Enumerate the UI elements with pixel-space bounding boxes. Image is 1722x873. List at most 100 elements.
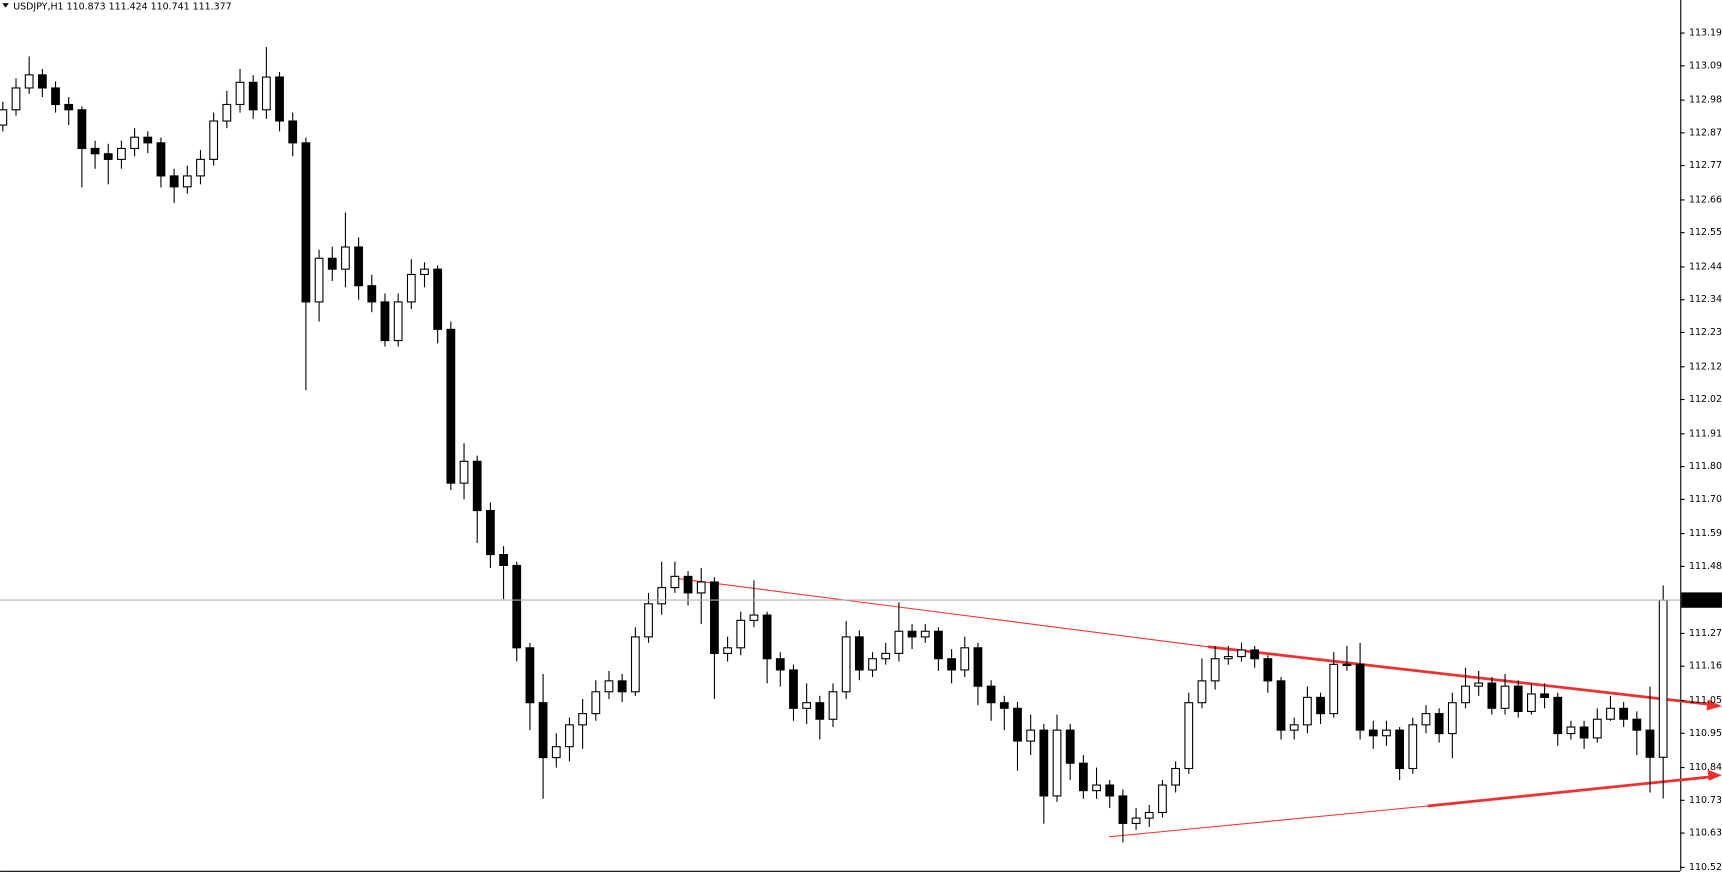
y-tick-label: 111.165	[1689, 661, 1722, 672]
arrow-head	[1706, 699, 1722, 711]
candle-body	[1105, 784, 1115, 797]
candle-body	[1158, 784, 1167, 814]
candle-body	[433, 268, 443, 330]
candle-body	[499, 553, 508, 567]
candle-body	[960, 647, 970, 671]
candle-body	[1289, 724, 1299, 731]
candle-body	[828, 691, 838, 720]
candle-body	[841, 636, 851, 693]
y-tick-label: 113.090	[1689, 60, 1722, 71]
candle-body	[1553, 696, 1563, 735]
candle-body	[920, 630, 930, 638]
candle-body	[538, 702, 548, 759]
candle-body	[934, 630, 943, 660]
candle-body	[1026, 729, 1036, 742]
candle-body	[1382, 729, 1391, 737]
candle-body	[1395, 729, 1405, 770]
candle-body	[1500, 685, 1510, 709]
candle-body	[789, 669, 798, 709]
candle-body	[1171, 767, 1181, 786]
candle-body	[420, 268, 429, 276]
candle-body	[881, 652, 891, 660]
candle-body	[657, 587, 667, 605]
candle-body	[1632, 718, 1642, 731]
candle-body	[90, 147, 100, 155]
candle-body	[314, 257, 324, 303]
candle-body	[275, 76, 284, 122]
candle-body	[1566, 726, 1576, 735]
candle-body	[1421, 713, 1431, 726]
y-tick-label: 110.520	[1689, 862, 1722, 873]
y-tick-label: 110.840	[1689, 762, 1722, 773]
candle-body	[1579, 726, 1589, 739]
candle-body	[644, 603, 653, 638]
candle-body	[1210, 658, 1220, 682]
candle-body	[301, 142, 311, 303]
y-tick-label: 111.485	[1689, 561, 1722, 572]
candle-body	[683, 575, 693, 594]
candle-body	[485, 510, 495, 556]
y-tick-label: 112.340	[1689, 294, 1722, 305]
y-tick-label: 111.805	[1689, 461, 1722, 472]
candle-body	[894, 630, 904, 654]
candle-body	[617, 680, 627, 693]
trend-line	[1427, 775, 1716, 808]
candle-body	[459, 460, 469, 484]
symbol: USDJPY,H1	[13, 1, 63, 12]
y-tick-label: 110.735	[1689, 795, 1722, 806]
candle-body	[103, 153, 113, 160]
candle-body	[182, 175, 192, 188]
menu-triangle[interactable]	[2, 3, 9, 8]
candle-body	[868, 658, 877, 671]
candle-body	[1250, 649, 1260, 660]
y-tick-label: 112.770	[1689, 160, 1722, 171]
candle-body	[130, 136, 139, 150]
y-tick-label: 112.875	[1689, 127, 1722, 138]
candle-body	[1658, 599, 1668, 758]
y-tick-label: 112.980	[1689, 95, 1722, 106]
arrow-head	[1707, 769, 1722, 781]
candle-body	[947, 658, 956, 671]
candle-body	[341, 246, 350, 270]
candle-body	[51, 87, 60, 106]
candle-body	[248, 81, 258, 111]
candle-body	[762, 614, 772, 660]
candle-body	[1263, 658, 1273, 682]
trend-lines	[678, 578, 1722, 838]
candle-body	[999, 702, 1009, 709]
y-tick-label: 112.020	[1689, 394, 1722, 405]
candle-body	[1052, 729, 1062, 797]
candle-body	[77, 109, 87, 150]
candle-body	[393, 301, 403, 342]
candle-body	[169, 175, 179, 188]
trend-line	[1109, 805, 1428, 838]
candle-body	[986, 685, 996, 704]
candle-body	[1316, 696, 1325, 715]
candle-body	[1092, 784, 1101, 792]
candle-body	[327, 257, 337, 270]
candle-body	[1513, 685, 1523, 712]
candle-body	[512, 564, 522, 649]
candle-body	[354, 246, 364, 287]
candle-body	[1131, 817, 1141, 824]
candle-body	[1302, 696, 1312, 726]
y-tick-label: 111.590	[1689, 528, 1722, 539]
y-tick-label: 112.555	[1689, 227, 1722, 238]
candle-body	[1078, 762, 1088, 792]
current-price-label: 111.377	[1687, 595, 1722, 606]
y-tick-label: 112.660	[1689, 194, 1722, 205]
candle-body	[1461, 685, 1470, 704]
y-tick-label: 110.630	[1689, 828, 1722, 839]
y-tick-label: 111.700	[1689, 494, 1722, 505]
y-tick-label: 112.235	[1689, 327, 1722, 338]
current-price-box	[1681, 592, 1722, 608]
candle-body	[1223, 655, 1233, 660]
candle-body	[1039, 729, 1049, 797]
candle-body	[604, 680, 614, 693]
candle-body	[696, 581, 706, 594]
candle-body	[525, 647, 535, 704]
candle-body	[1447, 702, 1457, 735]
candles	[0, 47, 1668, 843]
